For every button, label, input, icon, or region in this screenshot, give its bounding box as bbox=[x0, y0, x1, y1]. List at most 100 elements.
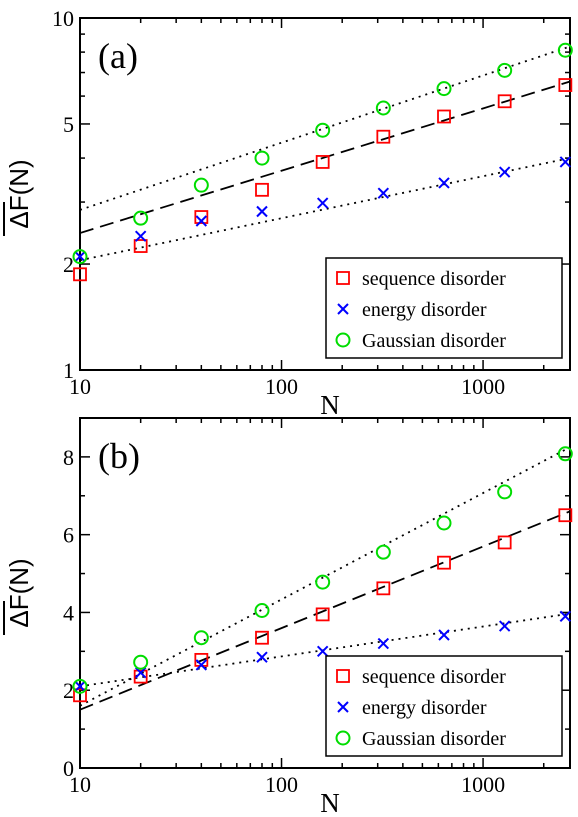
data-point bbox=[559, 156, 572, 168]
data-point bbox=[74, 250, 86, 263]
y-tick-label: 8 bbox=[63, 445, 74, 470]
data-point bbox=[377, 187, 390, 199]
x-axis-title: N bbox=[320, 390, 340, 420]
x-tick-label: 100 bbox=[265, 772, 298, 797]
data-point bbox=[133, 239, 148, 253]
legend-marker bbox=[336, 271, 350, 285]
data-point bbox=[134, 230, 147, 242]
data-point bbox=[438, 629, 450, 641]
data-point bbox=[436, 81, 452, 97]
legend-marker bbox=[335, 730, 351, 746]
data-point bbox=[133, 210, 149, 226]
data-point bbox=[195, 659, 208, 671]
legend: sequence disorder energy disorder Gaussian… bbox=[325, 655, 563, 757]
legend: sequence disorder energy disorder Gaussian… bbox=[325, 257, 563, 359]
x-tick-label: 100 bbox=[265, 374, 298, 399]
legend-box bbox=[325, 257, 563, 359]
data-point bbox=[254, 150, 270, 166]
data-point bbox=[255, 182, 269, 197]
legend-label: Gaussian disorder bbox=[362, 330, 506, 352]
data-point bbox=[256, 205, 268, 218]
legend-marker bbox=[335, 332, 351, 348]
fit-line-dashed bbox=[80, 510, 570, 711]
data-point bbox=[436, 515, 452, 531]
data-point bbox=[558, 78, 573, 92]
y-tick-label: 10 bbox=[52, 6, 74, 31]
data-point bbox=[72, 678, 88, 694]
data-point bbox=[73, 267, 87, 282]
data-point bbox=[73, 688, 87, 703]
fit-line-dashed bbox=[80, 80, 570, 234]
data-point bbox=[315, 122, 331, 138]
plot-frame bbox=[79, 417, 571, 769]
y-tick-label: 4 bbox=[63, 600, 74, 625]
y-tick-label: 6 bbox=[63, 523, 74, 548]
data-point bbox=[558, 508, 573, 523]
data-point bbox=[498, 166, 511, 178]
legend-marker bbox=[337, 303, 349, 315]
data-point bbox=[437, 109, 451, 124]
data-point bbox=[497, 94, 512, 109]
panel-b: 10 100 1000 0 2 4 6 8 N ΔF(N) (b) sequence disorder… bbox=[3, 417, 573, 817]
legend-label: Gaussian disorder bbox=[362, 728, 506, 750]
data-point bbox=[498, 620, 511, 632]
x-axis-title: N bbox=[320, 788, 340, 817]
data-point bbox=[375, 544, 391, 560]
data-point bbox=[134, 667, 147, 679]
data-point bbox=[254, 603, 270, 618]
data-point bbox=[133, 669, 148, 684]
data-point bbox=[133, 654, 149, 670]
data-point bbox=[194, 210, 209, 224]
data-point bbox=[195, 215, 208, 227]
data-point bbox=[559, 610, 572, 623]
data-point bbox=[256, 651, 268, 663]
fit-line-dotted bbox=[80, 45, 570, 211]
data-point bbox=[497, 484, 513, 500]
series-circle bbox=[72, 42, 573, 265]
data-point bbox=[437, 555, 451, 570]
y-axis-title: ΔF(N) bbox=[4, 159, 34, 228]
panel-label: (a) bbox=[98, 36, 138, 76]
data-point bbox=[74, 680, 86, 693]
series-circle bbox=[72, 446, 573, 694]
y-tick-label: 1 bbox=[63, 358, 74, 383]
data-point bbox=[438, 177, 450, 189]
legend-marker bbox=[337, 701, 349, 713]
data-point bbox=[315, 574, 331, 590]
x-tick-label: 1000 bbox=[461, 772, 505, 797]
x-tick-label: 1000 bbox=[461, 374, 505, 399]
data-point bbox=[315, 155, 330, 169]
y-tick-label: 5 bbox=[63, 112, 74, 137]
x-tick-label: 10 bbox=[69, 772, 91, 797]
data-point bbox=[376, 581, 391, 596]
series-x bbox=[74, 156, 572, 263]
series-square bbox=[73, 78, 573, 282]
legend-label: sequence disorder bbox=[362, 268, 506, 290]
data-point bbox=[316, 645, 329, 658]
legend-label: energy disorder bbox=[362, 299, 487, 321]
data-point bbox=[497, 535, 512, 550]
data-point bbox=[316, 197, 329, 209]
data-point bbox=[255, 630, 269, 645]
data-point bbox=[557, 446, 573, 462]
y-axis-title: ΔF(N) bbox=[4, 558, 34, 627]
data-point bbox=[72, 249, 88, 265]
y-tick-label: 2 bbox=[63, 678, 74, 703]
plot-frame bbox=[79, 17, 571, 371]
data-point bbox=[375, 100, 391, 116]
series-x bbox=[74, 610, 572, 693]
legend-box bbox=[325, 655, 563, 757]
panel-label: (b) bbox=[98, 436, 140, 476]
data-point bbox=[377, 637, 390, 650]
data-point bbox=[557, 42, 573, 58]
legend-label: sequence disorder bbox=[362, 666, 506, 688]
fit-line-dotted bbox=[80, 157, 570, 262]
y-tick-label: 0 bbox=[63, 756, 74, 781]
panel-a: 10 100 1000 1 2 5 10 N ΔF(N) (a) sequence disorder… bbox=[3, 6, 573, 420]
fit-line-dotted bbox=[80, 446, 570, 707]
x-tick-label: 10 bbox=[69, 374, 91, 399]
data-point bbox=[497, 62, 513, 78]
y-tick-label: 2 bbox=[63, 252, 74, 277]
legend-label: energy disorder bbox=[362, 697, 487, 719]
